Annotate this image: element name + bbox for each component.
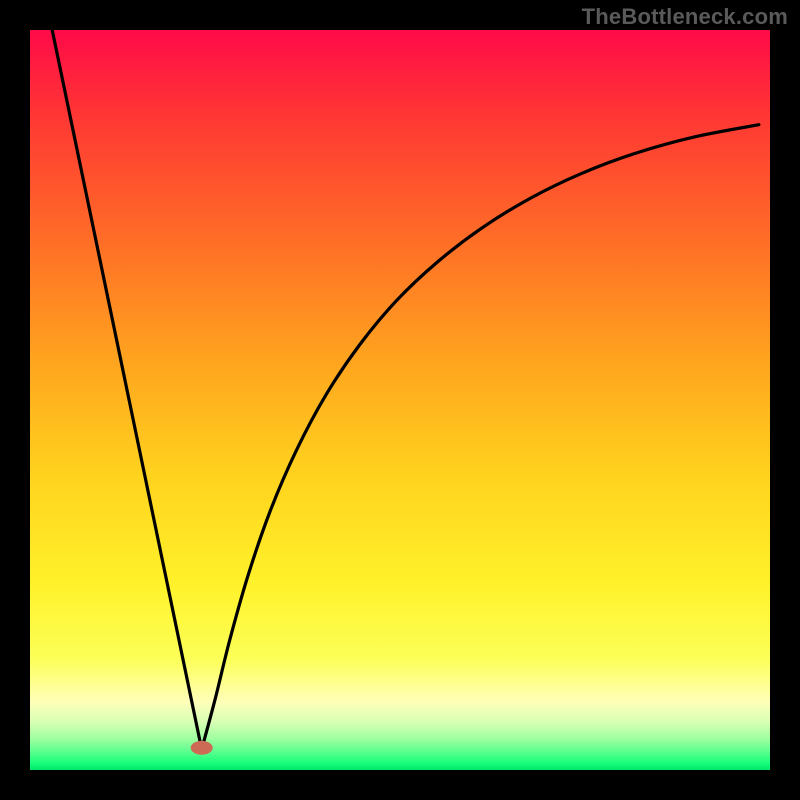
curve-layer [0, 0, 800, 800]
vertex-marker [191, 741, 213, 755]
bottleneck-curve [52, 30, 759, 749]
